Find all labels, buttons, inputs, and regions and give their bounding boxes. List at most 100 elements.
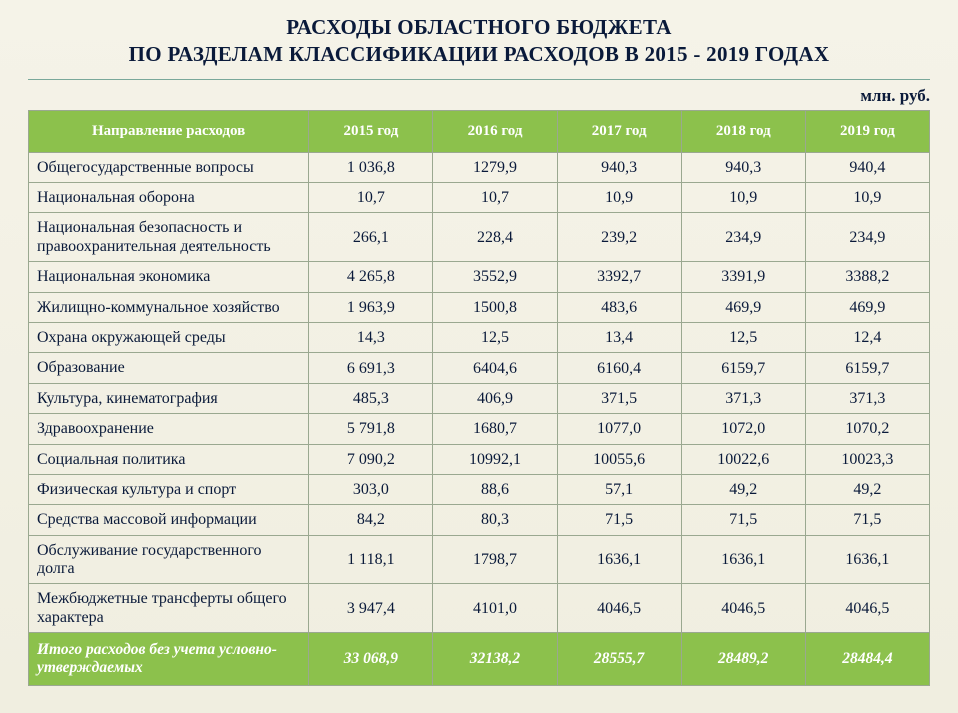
cell-value: 49,2 (805, 474, 929, 504)
cell-value: 7 090,2 (309, 444, 433, 474)
table-row: Социальная политика7 090,210992,110055,6… (29, 444, 930, 474)
row-label: Физическая культура и спорт (29, 474, 309, 504)
cell-value: 71,5 (681, 505, 805, 535)
table-total-row: Итого расходов без учета условно-утвержд… (29, 633, 930, 686)
cell-value: 1 118,1 (309, 535, 433, 584)
row-label: Обслуживание государственного долга (29, 535, 309, 584)
table-row: Национальная экономика4 265,83552,93392,… (29, 262, 930, 292)
cell-value: 4046,5 (681, 584, 805, 633)
cell-value: 1070,2 (805, 414, 929, 444)
table-header-row: Направление расходов 2015 год 2016 год 2… (29, 110, 930, 152)
table-row: Обслуживание государственного долга1 118… (29, 535, 930, 584)
row-label: Культура, кинематография (29, 383, 309, 413)
row-label: Охрана окружающей среды (29, 322, 309, 352)
cell-value: 483,6 (557, 292, 681, 322)
col-header-2019: 2019 год (805, 110, 929, 152)
cell-value: 6159,7 (805, 353, 929, 383)
cell-value: 80,3 (433, 505, 557, 535)
cell-value: 371,3 (681, 383, 805, 413)
row-label: Здравоохранение (29, 414, 309, 444)
cell-value: 6404,6 (433, 353, 557, 383)
table-row: Национальная оборона10,710,710,910,910,9 (29, 182, 930, 212)
cell-value: 406,9 (433, 383, 557, 413)
cell-value: 4101,0 (433, 584, 557, 633)
row-label: Общегосударственные вопросы (29, 152, 309, 182)
cell-value: 1077,0 (557, 414, 681, 444)
cell-value: 3391,9 (681, 262, 805, 292)
cell-value: 469,9 (681, 292, 805, 322)
cell-value: 1279,9 (433, 152, 557, 182)
cell-value: 10022,6 (681, 444, 805, 474)
title-line-2: ПО РАЗДЕЛАМ КЛАССИФИКАЦИИ РАСХОДОВ В 201… (28, 41, 930, 68)
row-label: Жилищно-коммунальное хозяйство (29, 292, 309, 322)
cell-value: 10,7 (309, 182, 433, 212)
total-label: Итого расходов без учета условно-утвержд… (29, 633, 309, 686)
unit-label: млн. руб. (28, 86, 930, 106)
cell-value: 5 791,8 (309, 414, 433, 444)
total-value: 28484,4 (805, 633, 929, 686)
cell-value: 13,4 (557, 322, 681, 352)
cell-value: 371,5 (557, 383, 681, 413)
col-header-direction: Направление расходов (29, 110, 309, 152)
total-value: 28489,2 (681, 633, 805, 686)
cell-value: 57,1 (557, 474, 681, 504)
table-row: Культура, кинематография485,3406,9371,53… (29, 383, 930, 413)
cell-value: 1680,7 (433, 414, 557, 444)
cell-value: 88,6 (433, 474, 557, 504)
cell-value: 371,3 (805, 383, 929, 413)
cell-value: 1 963,9 (309, 292, 433, 322)
row-label: Средства массовой информации (29, 505, 309, 535)
cell-value: 239,2 (557, 213, 681, 262)
table-row: Жилищно-коммунальное хозяйство1 963,9150… (29, 292, 930, 322)
cell-value: 10,9 (805, 182, 929, 212)
cell-value: 6160,4 (557, 353, 681, 383)
cell-value: 10055,6 (557, 444, 681, 474)
page-title: РАСХОДЫ ОБЛАСТНОГО БЮДЖЕТА ПО РАЗДЕЛАМ К… (28, 14, 930, 69)
budget-table: Направление расходов 2015 год 2016 год 2… (28, 110, 930, 686)
cell-value: 6159,7 (681, 353, 805, 383)
cell-value: 1636,1 (805, 535, 929, 584)
cell-value: 266,1 (309, 213, 433, 262)
cell-value: 469,9 (805, 292, 929, 322)
row-label: Межбюджетные трансферты общего характера (29, 584, 309, 633)
cell-value: 12,5 (433, 322, 557, 352)
cell-value: 3 947,4 (309, 584, 433, 633)
row-label: Национальная оборона (29, 182, 309, 212)
cell-value: 84,2 (309, 505, 433, 535)
cell-value: 1500,8 (433, 292, 557, 322)
total-value: 33 068,9 (309, 633, 433, 686)
table-row: Межбюджетные трансферты общего характера… (29, 584, 930, 633)
cell-value: 4046,5 (557, 584, 681, 633)
cell-value: 485,3 (309, 383, 433, 413)
total-value: 32138,2 (433, 633, 557, 686)
cell-value: 228,4 (433, 213, 557, 262)
cell-value: 10,9 (681, 182, 805, 212)
cell-value: 4 265,8 (309, 262, 433, 292)
cell-value: 14,3 (309, 322, 433, 352)
cell-value: 940,3 (681, 152, 805, 182)
cell-value: 6 691,3 (309, 353, 433, 383)
col-header-2016: 2016 год (433, 110, 557, 152)
cell-value: 3392,7 (557, 262, 681, 292)
cell-value: 49,2 (681, 474, 805, 504)
table-row: Национальная безопасность и правоохранит… (29, 213, 930, 262)
cell-value: 10023,3 (805, 444, 929, 474)
cell-value: 234,9 (681, 213, 805, 262)
table-row: Образование6 691,36404,66160,46159,76159… (29, 353, 930, 383)
cell-value: 10,7 (433, 182, 557, 212)
row-label: Национальная безопасность и правоохранит… (29, 213, 309, 262)
cell-value: 1636,1 (557, 535, 681, 584)
col-header-2017: 2017 год (557, 110, 681, 152)
title-line-1: РАСХОДЫ ОБЛАСТНОГО БЮДЖЕТА (28, 14, 930, 41)
cell-value: 3552,9 (433, 262, 557, 292)
cell-value: 3388,2 (805, 262, 929, 292)
cell-value: 234,9 (805, 213, 929, 262)
cell-value: 12,4 (805, 322, 929, 352)
col-header-2018: 2018 год (681, 110, 805, 152)
cell-value: 10992,1 (433, 444, 557, 474)
table-row: Здравоохранение5 791,81680,71077,01072,0… (29, 414, 930, 444)
table-row: Общегосударственные вопросы1 036,81279,9… (29, 152, 930, 182)
cell-value: 303,0 (309, 474, 433, 504)
row-label: Национальная экономика (29, 262, 309, 292)
cell-value: 1636,1 (681, 535, 805, 584)
